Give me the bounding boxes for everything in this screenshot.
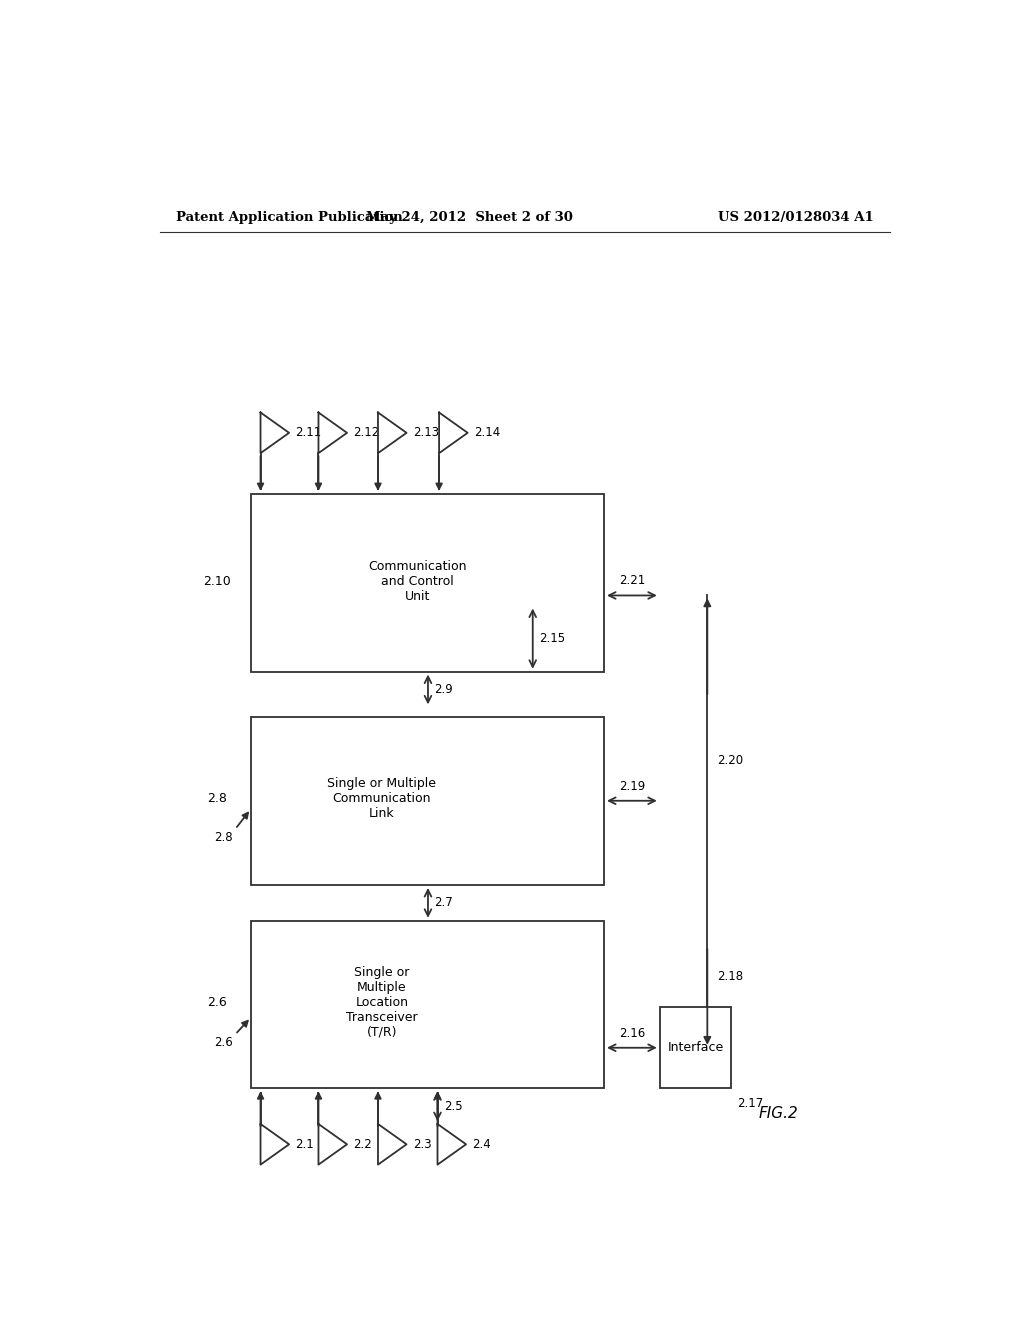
Text: 2.6: 2.6	[208, 995, 227, 1008]
Text: 2.5: 2.5	[443, 1100, 463, 1113]
Text: FIG.2: FIG.2	[759, 1106, 799, 1121]
Text: Patent Application Publication: Patent Application Publication	[176, 211, 402, 224]
Text: 2.8: 2.8	[207, 792, 227, 805]
Text: 2.20: 2.20	[717, 754, 743, 767]
Bar	[251, 921, 604, 1089]
Text: 2.7: 2.7	[434, 896, 453, 909]
Text: 2.1: 2.1	[296, 1138, 314, 1151]
Text: 2.15: 2.15	[539, 632, 565, 645]
Text: 2.13: 2.13	[413, 426, 439, 440]
Text: 2.17: 2.17	[737, 1097, 764, 1110]
Text: Single or Multiple
Communication
Link: Single or Multiple Communication Link	[328, 777, 436, 820]
Bar	[659, 1007, 731, 1089]
Text: 2.9: 2.9	[434, 682, 453, 696]
Text: 2.3: 2.3	[413, 1138, 431, 1151]
Text: 2.12: 2.12	[353, 426, 380, 440]
Text: 2.2: 2.2	[353, 1138, 372, 1151]
Text: 2.4: 2.4	[472, 1138, 492, 1151]
Text: 2.19: 2.19	[618, 780, 645, 792]
Text: US 2012/0128034 A1: US 2012/0128034 A1	[718, 211, 873, 224]
Bar	[251, 718, 604, 886]
Text: 2.11: 2.11	[296, 426, 322, 440]
Text: 2.21: 2.21	[618, 574, 645, 587]
Text: Interface: Interface	[668, 1041, 724, 1055]
Text: 2.16: 2.16	[618, 1027, 645, 1040]
Text: Single or
Multiple
Location
Transceiver
(T/R): Single or Multiple Location Transceiver …	[346, 965, 418, 1039]
Text: 2.14: 2.14	[474, 426, 501, 440]
Text: 2.6: 2.6	[214, 1036, 232, 1049]
Text: Communication
and Control
Unit: Communication and Control Unit	[369, 560, 467, 603]
Bar	[251, 494, 604, 672]
Text: 2.18: 2.18	[717, 970, 743, 983]
Text: 2.8: 2.8	[214, 830, 232, 843]
Text: 2.10: 2.10	[204, 574, 231, 587]
Text: May 24, 2012  Sheet 2 of 30: May 24, 2012 Sheet 2 of 30	[366, 211, 572, 224]
